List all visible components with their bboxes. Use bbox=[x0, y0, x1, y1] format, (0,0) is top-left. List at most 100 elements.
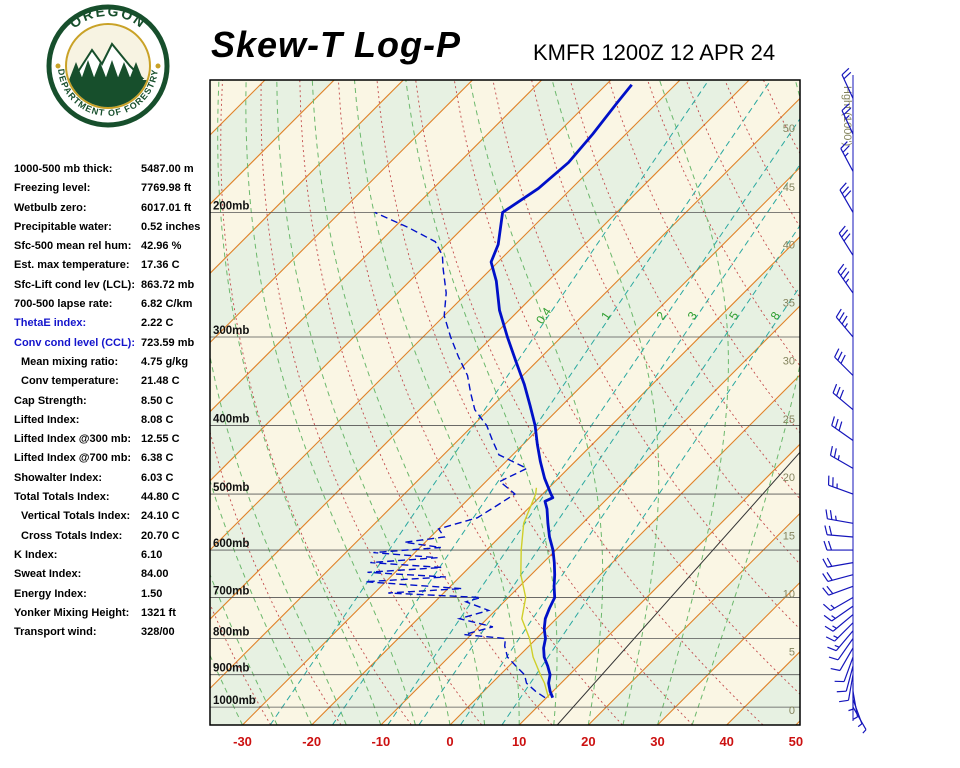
index-row: K Index: 6.10 bbox=[14, 549, 214, 568]
index-row: Sweat Index: 84.00 bbox=[14, 568, 214, 587]
index-label: Lifted Index @300 mb: bbox=[14, 433, 132, 446]
index-row: Conv cond level (CCL): 723.59 mb bbox=[14, 337, 214, 356]
index-label: Cap Strength: bbox=[14, 394, 87, 407]
index-value: 44.80 C bbox=[141, 491, 180, 504]
index-label: K Index: bbox=[14, 548, 58, 561]
index-value: 6.03 C bbox=[141, 471, 174, 484]
svg-text:600mb: 600mb bbox=[213, 538, 249, 550]
index-label: Est. max temperature: bbox=[14, 259, 130, 272]
svg-text:0: 0 bbox=[789, 705, 795, 717]
svg-text:20: 20 bbox=[581, 734, 595, 749]
index-row: Sfc-500 mean rel hum: 42.96 % bbox=[14, 240, 214, 259]
svg-text:10: 10 bbox=[783, 588, 795, 600]
index-value: 7769.98 ft bbox=[141, 182, 192, 195]
reference-line bbox=[556, 451, 800, 725]
svg-text:0: 0 bbox=[446, 734, 453, 749]
index-label: Mean mixing ratio: bbox=[21, 355, 119, 368]
index-label: Wetbulb zero: bbox=[14, 201, 87, 214]
index-row: Sfc-Lift cond lev (LCL): 863.72 mb bbox=[14, 279, 214, 298]
temperature-trace bbox=[489, 83, 633, 699]
index-label: Precipitable water: bbox=[14, 220, 112, 233]
svg-text:-10: -10 bbox=[371, 734, 390, 749]
pressure-lines bbox=[210, 212, 800, 708]
index-value: 5487.00 m bbox=[141, 163, 194, 175]
index-value: 2.22 C bbox=[141, 317, 174, 330]
index-row: Freezing level: 7769.98 ft bbox=[14, 182, 214, 201]
svg-text:Hght (1000'): Hght (1000') bbox=[841, 86, 853, 146]
index-value: 8.08 C bbox=[141, 413, 174, 426]
index-row: Yonker Mixing Height: 1321 ft bbox=[14, 607, 214, 626]
index-label: ThetaE index: bbox=[14, 317, 87, 330]
svg-text:40: 40 bbox=[783, 239, 795, 251]
index-label: Sweat Index: bbox=[14, 568, 82, 581]
index-row: Cross Totals Index: 20.70 C bbox=[14, 530, 214, 549]
index-value: 4.75 g/kg bbox=[141, 355, 189, 368]
index-label: Vertical Totals Index: bbox=[21, 510, 131, 523]
trees-icon bbox=[69, 60, 143, 80]
svg-text:1000mb: 1000mb bbox=[213, 695, 256, 707]
svg-text:40: 40 bbox=[719, 734, 733, 749]
index-value: 328/00 bbox=[141, 626, 175, 639]
index-value: 42.96 % bbox=[141, 240, 182, 253]
index-row: Wetbulb zero: 6017.01 ft bbox=[14, 202, 214, 221]
index-value: 1.50 bbox=[141, 587, 163, 600]
logo-forest-art bbox=[67, 42, 149, 107]
isotherm-lines bbox=[210, 80, 800, 725]
index-label: Transport wind: bbox=[14, 626, 97, 639]
svg-text:900mb: 900mb bbox=[213, 663, 249, 675]
index-label: Lifted Index @700 mb: bbox=[14, 452, 132, 465]
dewpoint-trace bbox=[365, 211, 546, 699]
odf-logo-seal: OREGON DEPARTMENT OF FORESTRY bbox=[46, 3, 170, 128]
index-value: 0.52 inches bbox=[141, 220, 201, 233]
index-row: Lifted Index @300 mb: 12.55 C bbox=[14, 433, 214, 452]
svg-text:35: 35 bbox=[783, 297, 795, 309]
index-row: Lifted Index: 8.08 C bbox=[14, 414, 214, 433]
svg-text:-20: -20 bbox=[302, 734, 321, 749]
index-row: Est. max temperature: 17.36 C bbox=[14, 259, 214, 278]
pressure-labels: 200mb 300mb 400mb 500mb 600mb 700mb 800mb 900mb… bbox=[213, 200, 256, 707]
index-value: 6017.01 ft bbox=[141, 201, 192, 214]
index-label: Cross Totals Index: bbox=[21, 529, 123, 542]
index-row: Cap Strength: 8.50 C bbox=[14, 395, 214, 414]
svg-text:800mb: 800mb bbox=[213, 627, 249, 639]
index-label: 1000-500 mb thick: bbox=[14, 163, 113, 175]
svg-text:30: 30 bbox=[650, 734, 664, 749]
svg-text:20: 20 bbox=[783, 472, 795, 484]
index-value: 84.00 bbox=[141, 568, 169, 581]
index-row: ThetaE index: 2.22 C bbox=[14, 317, 214, 336]
chart-border bbox=[209, 79, 801, 726]
svg-text:50: 50 bbox=[783, 123, 795, 135]
dry-adiabats bbox=[210, 80, 800, 725]
station-datetime: KMFR 1200Z 12 APR 24 bbox=[533, 40, 776, 65]
logo-gold-dot-right bbox=[155, 63, 161, 69]
index-label: Conv cond level (CCL): bbox=[14, 336, 136, 349]
indices-panel: 1000-500 mb thick: 5487.00 m Freezing leve… bbox=[14, 163, 214, 645]
index-label: Sfc-500 mean rel hum: bbox=[14, 240, 132, 253]
wind-barbs bbox=[822, 67, 867, 734]
index-value: 17.36 C bbox=[141, 259, 180, 272]
index-value: 6.38 C bbox=[141, 452, 174, 465]
index-row: 1000-500 mb thick: 5487.00 m bbox=[14, 163, 214, 182]
index-label: Total Totals Index: bbox=[14, 491, 110, 504]
svg-text:15: 15 bbox=[783, 530, 795, 542]
svg-text:25: 25 bbox=[783, 414, 795, 426]
index-row: Energy Index: 1.50 bbox=[14, 588, 214, 607]
temperature-axis-labels: -30 -20 -10 0 10 20 30 40 50 bbox=[233, 734, 803, 749]
index-label: Showalter Index: bbox=[14, 471, 103, 484]
svg-text:10: 10 bbox=[512, 734, 526, 749]
moist-adiabats bbox=[210, 80, 800, 725]
index-row: Mean mixing ratio: 4.75 g/kg bbox=[14, 356, 214, 375]
index-value: 12.55 C bbox=[141, 433, 180, 446]
wetbulb-trace bbox=[520, 487, 550, 698]
index-row: Vertical Totals Index: 24.10 C bbox=[14, 510, 214, 529]
index-label: Energy Index: bbox=[14, 587, 87, 600]
svg-text:700mb: 700mb bbox=[213, 585, 249, 597]
svg-text:45: 45 bbox=[783, 182, 795, 194]
index-value: 6.10 bbox=[141, 548, 163, 561]
index-value: 723.59 mb bbox=[141, 336, 195, 349]
svg-text:400mb: 400mb bbox=[213, 413, 249, 425]
index-label: Conv temperature: bbox=[21, 375, 119, 388]
svg-text:200mb: 200mb bbox=[213, 200, 249, 212]
